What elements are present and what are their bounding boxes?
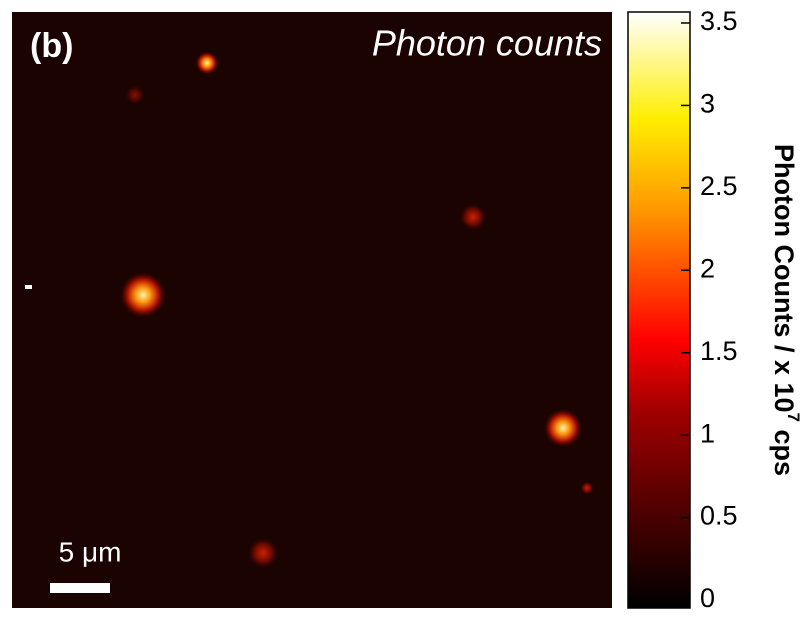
colorbar <box>627 11 691 609</box>
colorbar-tick-label: 1.5 <box>700 336 738 366</box>
colorbar-tick-label: 2.5 <box>700 171 738 201</box>
colorbar-tick-label: 3.5 <box>700 6 738 36</box>
colorbar-label-exponent: 7 <box>784 413 803 422</box>
colorbar-label-unit: cps <box>769 429 799 476</box>
colorbar-label-text: Photon Counts / x 10 <box>769 144 799 413</box>
colorbar-tick-label: 0.5 <box>700 501 738 531</box>
colorbar-tick-label: 0 <box>700 583 715 613</box>
panel-label: (b) <box>30 27 73 65</box>
title: Photon counts <box>372 23 602 64</box>
image <box>12 12 612 608</box>
colorbar-label: Photon Counts / x 107 cps <box>769 144 803 476</box>
scale-bar <box>50 583 110 593</box>
colorbar-tick-label: 3 <box>700 89 715 119</box>
colorbar-tick-label: 2 <box>700 253 715 283</box>
scale-bar-label: 5 μm <box>59 536 122 567</box>
spots <box>25 51 594 569</box>
colorbar-tick-label: 1 <box>700 418 715 448</box>
